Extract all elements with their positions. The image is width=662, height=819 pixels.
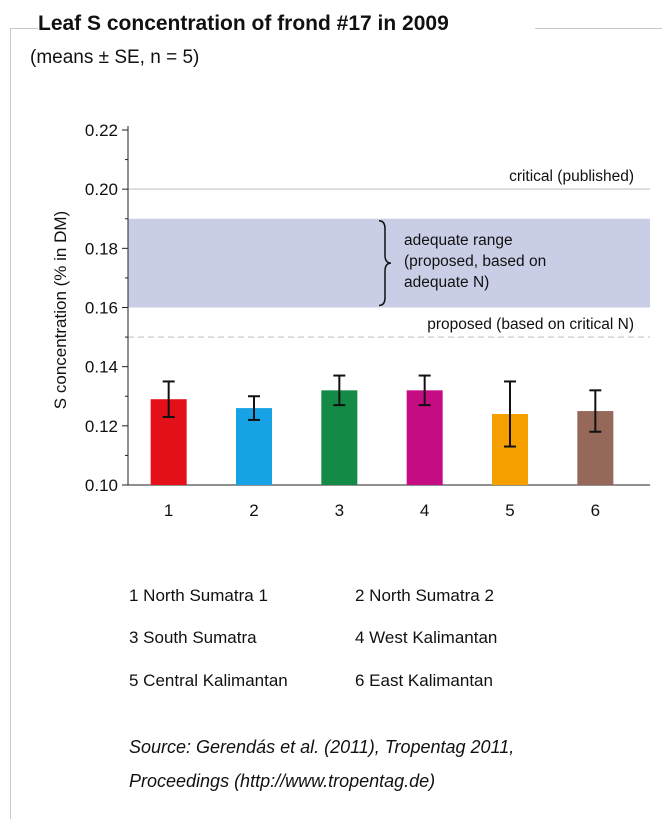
- x-tick-label-6: 6: [591, 501, 600, 520]
- y-tick-label-0: 0.10: [85, 476, 118, 495]
- source-line-1: Source: Gerendás et al. (2011), Tropenta…: [129, 737, 515, 757]
- y-tick-label-4: 0.18: [85, 239, 118, 258]
- chart-title: Leaf S concentration of frond #17 in 200…: [38, 12, 457, 36]
- y-tick-label-5: 0.20: [85, 180, 118, 199]
- legend-item-5: 5 Central Kalimantan: [129, 671, 288, 690]
- band-label-line-2: (proposed, based on: [404, 253, 546, 270]
- y-tick-label-6: 0.22: [85, 121, 118, 140]
- y-tick-label-2: 0.14: [85, 358, 118, 377]
- x-tick-label-4: 4: [420, 501, 429, 520]
- x-tick-label-1: 1: [164, 501, 173, 520]
- legend-item-3: 3 South Sumatra: [129, 628, 257, 647]
- source-line-2: Proceedings (http://www.tropentag.de): [129, 771, 436, 791]
- frame-left: [10, 28, 11, 819]
- legend-item-4: 4 West Kalimantan: [355, 628, 498, 647]
- y-tick-label-3: 0.16: [85, 299, 118, 318]
- bar-chart: adequate range (proposed, based on adequat…: [51, 121, 650, 520]
- x-tick-label-5: 5: [505, 501, 514, 520]
- y-tick-label-1: 0.12: [85, 417, 118, 436]
- band-label-line-1: adequate range: [404, 232, 513, 249]
- adequate-range-brace: [378, 220, 392, 307]
- reference-label-1: critical (published): [509, 168, 634, 185]
- y-axis-label: S concentration (% in DM): [51, 211, 70, 409]
- legend-item-6: 6 East Kalimantan: [355, 671, 493, 690]
- legend-item-2: 2 North Sumatra 2: [355, 586, 494, 605]
- chart-subtitle: (means ± SE, n = 5): [30, 47, 200, 68]
- frame-top-right: [535, 28, 662, 29]
- legend-item-1: 1 North Sumatra 1: [129, 586, 268, 605]
- band-label-line-3: adequate N): [404, 274, 489, 291]
- x-tick-label-3: 3: [335, 501, 344, 520]
- x-tick-label-2: 2: [249, 501, 258, 520]
- frame-top-left: [10, 28, 38, 29]
- reference-label-2: proposed (based on critical N): [427, 316, 634, 333]
